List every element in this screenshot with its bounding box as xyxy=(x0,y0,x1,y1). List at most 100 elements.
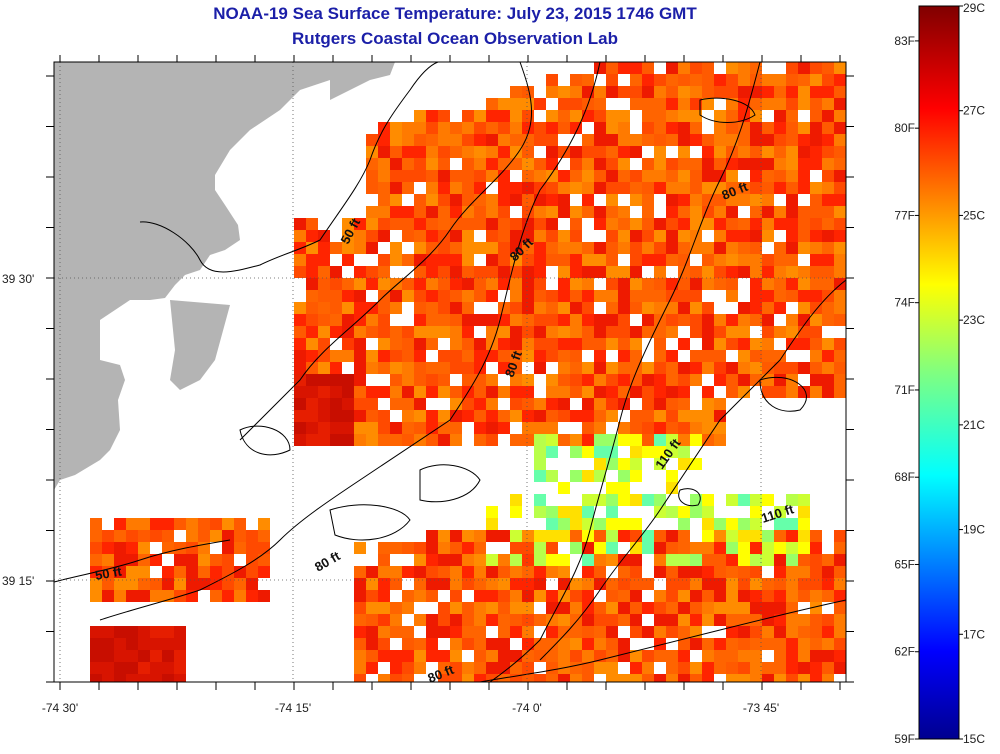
sst-pixel xyxy=(438,182,450,194)
sst-pixel xyxy=(534,134,546,146)
sst-pixel xyxy=(654,602,666,614)
sst-pixel xyxy=(630,494,642,506)
sst-pixel xyxy=(594,110,606,122)
sst-pixel xyxy=(786,242,798,254)
sst-pixel xyxy=(666,362,678,374)
sst-pixel xyxy=(654,146,666,158)
sst-pixel xyxy=(834,662,846,674)
sst-pixel xyxy=(810,614,822,626)
sst-pixel xyxy=(462,578,474,590)
sst-pixel xyxy=(174,674,186,682)
sst-pixel xyxy=(546,230,558,242)
sst-pixel xyxy=(678,614,690,626)
sst-pixel xyxy=(294,254,306,266)
sst-pixel xyxy=(714,110,726,122)
sst-pixel xyxy=(678,62,690,74)
sst-pixel xyxy=(462,602,474,614)
sst-pixel xyxy=(606,362,618,374)
sst-pixel xyxy=(594,314,606,326)
sst-pixel xyxy=(534,458,546,470)
sst-pixel xyxy=(750,362,762,374)
sst-pixel xyxy=(474,626,486,638)
sst-pixel xyxy=(654,410,666,422)
sst-pixel xyxy=(774,326,786,338)
sst-pixel xyxy=(630,326,642,338)
sst-pixel xyxy=(306,230,318,242)
sst-pixel xyxy=(786,206,798,218)
sst-pixel xyxy=(834,230,846,242)
sst-pixel xyxy=(714,350,726,362)
sst-pixel xyxy=(450,194,462,206)
sst-pixel xyxy=(594,410,606,422)
sst-pixel xyxy=(354,326,366,338)
sst-pixel xyxy=(450,278,462,290)
sst-pixel xyxy=(426,542,438,554)
sst-pixel xyxy=(426,434,438,446)
sst-pixel xyxy=(642,86,654,98)
sst-pixel xyxy=(378,194,390,206)
sst-pixel xyxy=(462,530,474,542)
sst-pixel xyxy=(522,86,534,98)
sst-pixel xyxy=(798,590,810,602)
sst-pixel xyxy=(798,158,810,170)
sst-pixel xyxy=(138,530,150,542)
sst-pixel xyxy=(822,206,834,218)
sst-pixel xyxy=(630,602,642,614)
sst-pixel xyxy=(714,554,726,566)
sst-pixel xyxy=(810,638,822,650)
sst-pixel xyxy=(426,134,438,146)
sst-pixel xyxy=(330,386,342,398)
sst-pixel xyxy=(666,602,678,614)
sst-pixel xyxy=(486,278,498,290)
sst-pixel xyxy=(462,638,474,650)
sst-pixel xyxy=(618,146,630,158)
sst-pixel xyxy=(354,674,366,682)
sst-pixel xyxy=(786,170,798,182)
sst-pixel xyxy=(474,158,486,170)
sst-pixel xyxy=(462,278,474,290)
sst-pixel xyxy=(534,182,546,194)
sst-pixel xyxy=(714,326,726,338)
sst-pixel xyxy=(798,86,810,98)
sst-pixel xyxy=(558,374,570,386)
sst-pixel xyxy=(450,122,462,134)
sst-pixel xyxy=(822,662,834,674)
sst-pixel xyxy=(402,398,414,410)
sst-pixel xyxy=(414,566,426,578)
sst-pixel xyxy=(402,182,414,194)
sst-pixel xyxy=(474,674,486,682)
sst-pixel xyxy=(774,74,786,86)
sst-pixel xyxy=(606,674,618,682)
sst-pixel xyxy=(690,674,702,682)
sst-pixel xyxy=(642,422,654,434)
sst-pixel xyxy=(486,650,498,662)
sst-pixel xyxy=(402,638,414,650)
sst-pixel xyxy=(522,110,534,122)
sst-pixel xyxy=(582,446,594,458)
sst-pixel xyxy=(330,290,342,302)
sst-pixel xyxy=(798,494,810,506)
sst-pixel xyxy=(150,638,162,650)
sst-pixel xyxy=(378,590,390,602)
sst-pixel xyxy=(594,554,606,566)
sst-pixel xyxy=(810,662,822,674)
sst-pixel xyxy=(582,326,594,338)
sst-pixel xyxy=(678,446,690,458)
sst-pixel xyxy=(582,74,594,86)
sst-pixel xyxy=(390,422,402,434)
sst-pixel xyxy=(558,506,570,518)
sst-pixel xyxy=(534,590,546,602)
sst-pixel xyxy=(642,446,654,458)
sst-pixel xyxy=(726,98,738,110)
sst-pixel xyxy=(546,554,558,566)
sst-pixel xyxy=(510,290,522,302)
sst-pixel xyxy=(666,398,678,410)
sst-pixel xyxy=(822,62,834,74)
sst-pixel xyxy=(534,122,546,134)
sst-pixel xyxy=(606,182,618,194)
sst-pixel xyxy=(642,206,654,218)
sst-pixel xyxy=(294,218,306,230)
sst-pixel xyxy=(750,590,762,602)
sst-pixel xyxy=(498,578,510,590)
sst-pixel xyxy=(582,362,594,374)
